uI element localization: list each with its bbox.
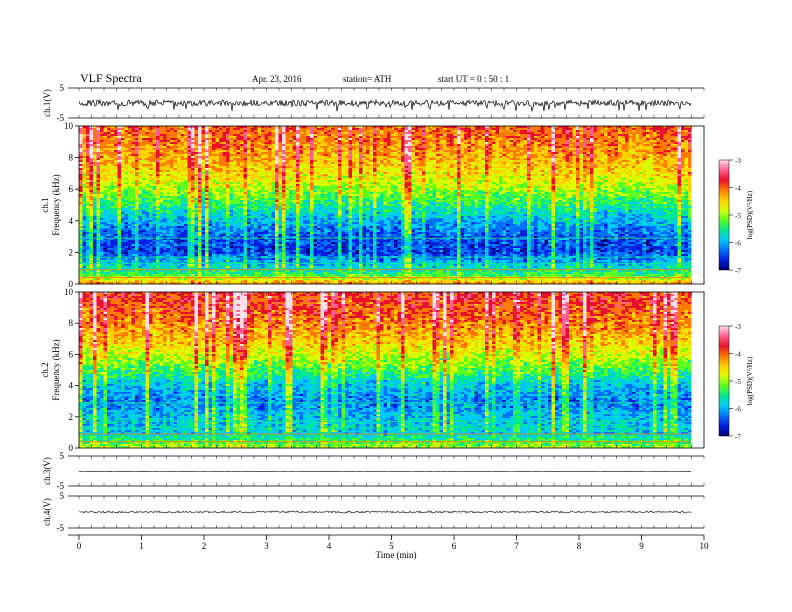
date-label: Apr. 23, 2016 bbox=[252, 74, 302, 84]
ch1-wave-ylabel: ch.1(V) bbox=[42, 89, 52, 117]
ch1-ytick-5: 5 bbox=[60, 83, 65, 93]
station-label: station= ATH bbox=[343, 74, 392, 84]
start-time-label: start UT = 0 : 50 : 1 bbox=[438, 74, 509, 84]
figure-title: VLF Spectra bbox=[80, 71, 142, 85]
ch1-spectrogram-cells bbox=[79, 126, 704, 284]
ch1-waveform-line bbox=[79, 100, 691, 111]
